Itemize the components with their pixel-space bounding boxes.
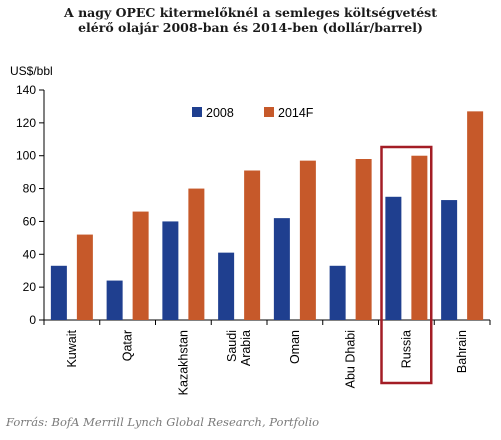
x-tick-label: Oman [288,330,302,364]
chart-title-line-2: elérő olajár 2008-ban és 2014-ben (dollá… [78,20,423,35]
x-tick-label-line: Oman [288,330,302,364]
x-tick-label-line: Qatar [121,330,135,361]
bars [50,111,484,320]
x-tick-label: Russia [399,330,413,368]
x-tick-label: Qatar [121,330,135,361]
bar-2014F-russia [411,155,428,320]
x-tick-label: SaudiArabia [225,330,253,366]
bar-2008-kuwait [50,265,67,320]
y-axis-label: US$/bbl [10,64,53,78]
bar-2008-abu-dhabi [329,265,346,320]
chart-title-line-1: A nagy OPEC kitermelőknél a semleges köl… [64,5,437,20]
bar-2014F-qatar [132,211,149,320]
x-tick-label-line: Abu Dhabi [344,330,358,388]
bar-2014F-bahrain [467,111,484,320]
x-tick-label: Abu Dhabi [344,330,358,388]
bar-2008-saudi-arabia [218,252,235,320]
russia-highlight-box [380,145,433,385]
bar-2008-qatar [106,280,123,320]
bar-2008-bahrain [441,200,458,320]
y-tick-label: 140 [16,83,36,97]
legend-label-2008: 2008 [206,106,234,120]
x-tick-label: Kazakhstan [176,330,190,395]
x-tick-label: Kuwait [65,329,79,367]
x-tick-label-line: Kuwait [65,329,79,367]
legend-swatch-2008 [192,107,202,117]
bar-2014F-abu-dhabi [355,159,372,320]
y-tick-label: 100 [16,149,36,163]
y-tick-label: 0 [29,313,36,327]
x-tick-label: Bahrain [455,330,469,373]
legend-label-2014F: 2014F [278,106,314,120]
x-tick-label-line: Kazakhstan [176,330,190,395]
x-tick-label-line: Saudi [225,330,239,362]
x-tick-label-line: Russia [399,330,413,368]
x-axis-labels: Kuwait Qatar Kazakhstan SaudiArabia Oman Abu … [65,329,469,395]
legend: 2008 2014F [192,106,314,120]
bar-2008-kazakhstan [162,221,179,320]
x-tick-label-line: Bahrain [455,330,469,373]
bar-2014F-oman [299,160,316,320]
y-tick-label: 120 [16,116,36,130]
x-tick-label-line: Arabia [239,330,253,366]
bar-2014F-saudi-arabia [244,170,261,320]
y-tick-label: 20 [23,280,37,294]
y-tick-label: 60 [23,214,37,228]
chart-title: A nagy OPEC kitermelőknél a semleges köl… [0,5,501,35]
y-tick-label: 80 [23,182,37,196]
bar-2014F-kuwait [76,234,93,320]
bar-2008-russia [385,196,402,320]
legend-swatch-2014F [264,107,274,117]
y-tick-label: 40 [23,247,37,261]
source-note: Forrás: BofA Merrill Lynch Global Resear… [6,415,320,429]
bar-2008-oman [273,218,290,320]
bar-2014F-kazakhstan [188,188,205,320]
